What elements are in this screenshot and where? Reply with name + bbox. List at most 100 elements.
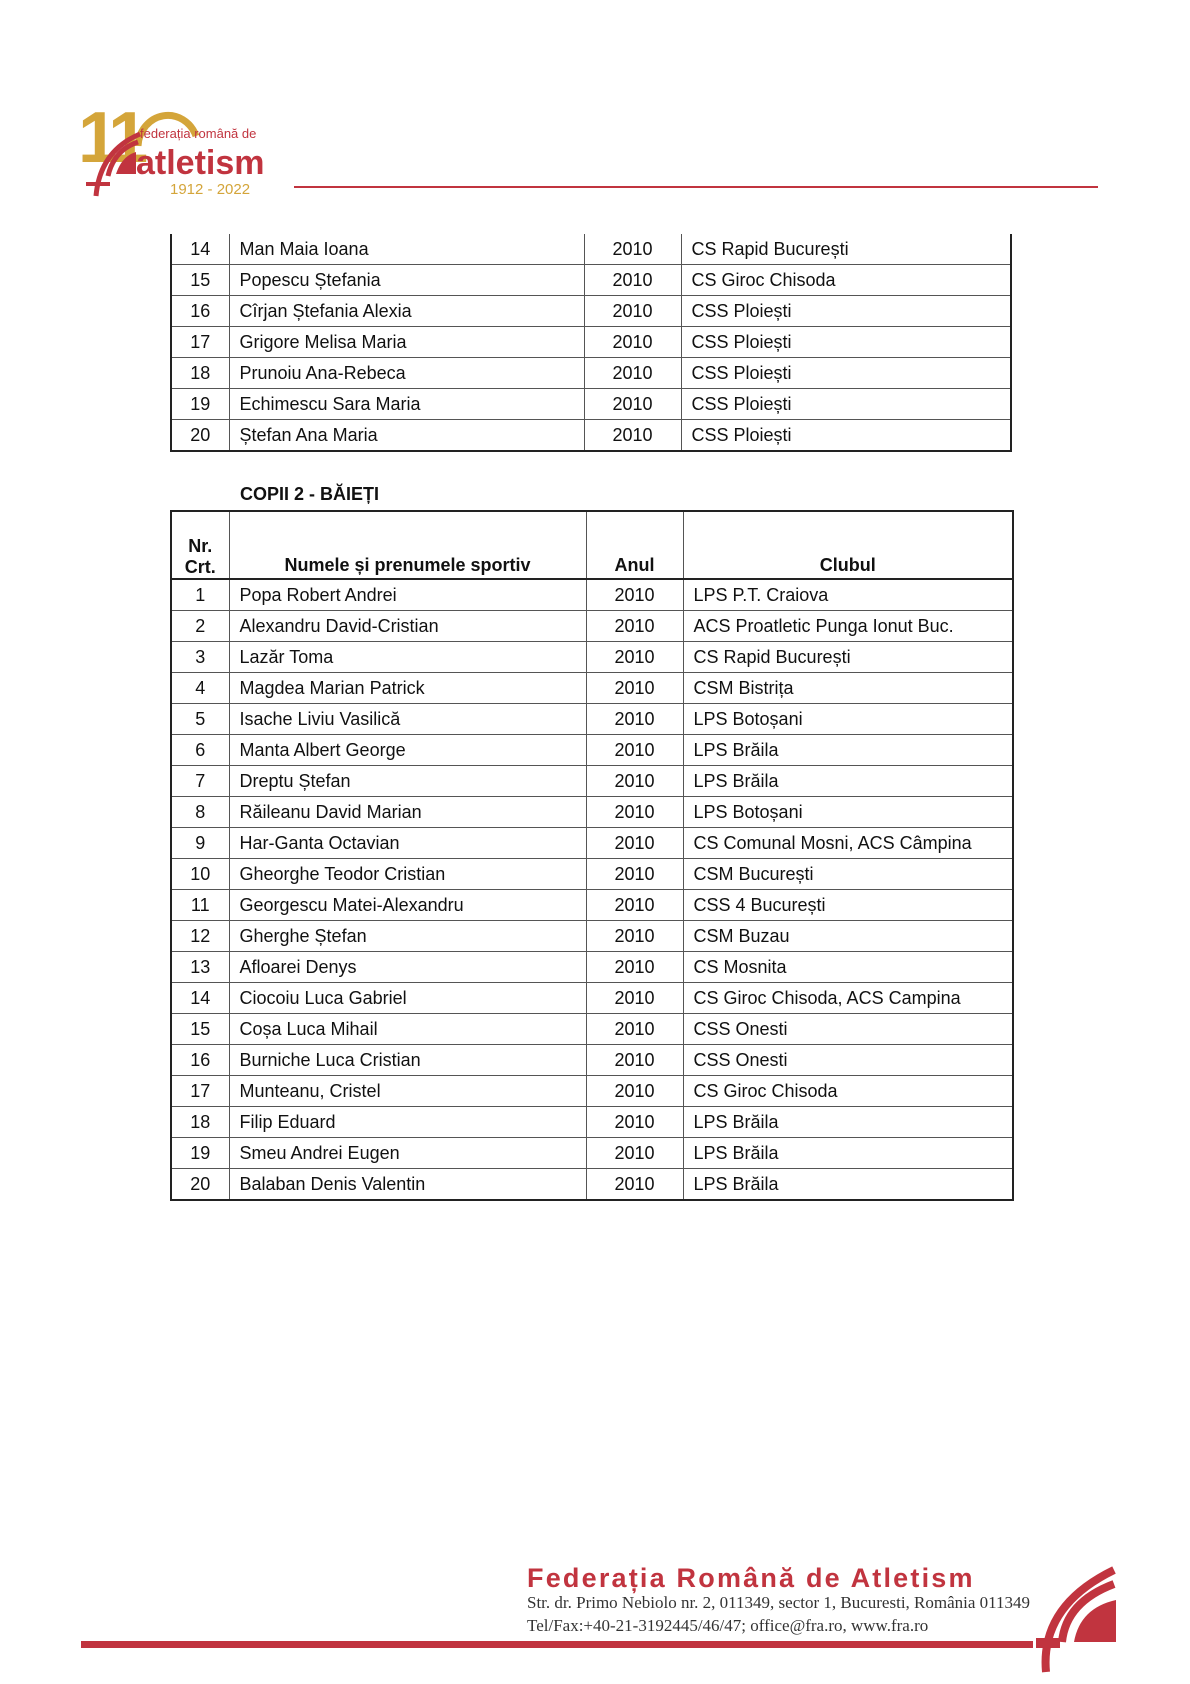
column-header-nr: Nr. Crt. — [170, 510, 230, 580]
row-number: 5 — [170, 703, 230, 735]
table-row: 5 Isache Liviu Vasilică 2010 LPS Botoșani — [170, 703, 1014, 735]
row-number: 18 — [170, 1106, 230, 1138]
athlete-name: Afloarei Denys — [228, 951, 587, 983]
header-divider — [294, 186, 1098, 188]
birth-year: 2010 — [583, 419, 682, 452]
club-name: LPS Botoșani — [682, 796, 1014, 828]
club-name: CSS Ploiești — [680, 419, 1012, 452]
row-number: 7 — [170, 765, 230, 797]
birth-year: 2010 — [583, 357, 682, 389]
table-row: 3 Lazăr Toma 2010 CS Rapid București — [170, 641, 1014, 673]
birth-year: 2010 — [585, 1168, 684, 1201]
table-row: 6 Manta Albert George 2010 LPS Brăila — [170, 734, 1014, 766]
club-name: CS Giroc Chisoda — [680, 264, 1012, 296]
row-number: 20 — [170, 419, 230, 452]
footer-title: Federația Română de Atletism — [527, 1563, 975, 1593]
birth-year: 2010 — [583, 264, 682, 296]
row-number: 14 — [170, 234, 230, 265]
birth-year: 2010 — [585, 920, 684, 952]
row-number: 17 — [170, 326, 230, 358]
section-heading: COPII 2 - BĂIEȚI — [240, 484, 380, 504]
birth-year: 2010 — [585, 1137, 684, 1169]
birth-year: 2010 — [585, 1075, 684, 1107]
column-header-year: Anul — [585, 510, 684, 580]
birth-year: 2010 — [585, 672, 684, 704]
club-name: CS Comunal Mosni, ACS Câmpina — [682, 827, 1014, 859]
birth-year: 2010 — [585, 1106, 684, 1138]
club-name: LPS Brăila — [682, 1137, 1014, 1169]
athlete-name: Răileanu David Marian — [228, 796, 587, 828]
table-row: 20 Balaban Denis Valentin 2010 LPS Brăila — [170, 1168, 1014, 1201]
table-row: 20 Ștefan Ana Maria 2010 CSS Ploiești — [170, 419, 1012, 452]
table-row: 17 Grigore Melisa Maria 2010 CSS Ploiești — [170, 326, 1012, 358]
athlete-name: Cîrjan Ștefania Alexia — [228, 295, 585, 327]
athlete-name: Smeu Andrei Eugen — [228, 1137, 587, 1169]
row-number: 12 — [170, 920, 230, 952]
club-name: CSM Buzau — [682, 920, 1014, 952]
table-row: 1 Popa Robert Andrei 2010 LPS P.T. Craiova — [170, 578, 1014, 611]
table-header-row: Nr. Crt. Numele și prenumele sportiv Anul… — [170, 510, 1014, 580]
athlete-name: Alexandru David-Cristian — [228, 610, 587, 642]
footer-logo-icon — [1036, 1566, 1116, 1673]
footer-address: Str. dr. Primo Nebiolo nr. 2, 011349, se… — [527, 1593, 1031, 1612]
table-row: 18 Filip Eduard 2010 LPS Brăila — [170, 1106, 1014, 1138]
row-number: 18 — [170, 357, 230, 389]
club-name: LPS Brăila — [682, 734, 1014, 766]
svg-text:1912 - 2022: 1912 - 2022 — [170, 181, 250, 198]
club-name: CS Giroc Chisoda — [682, 1075, 1014, 1107]
boys-table: Nr. Crt. Numele și prenumele sportiv Anul… — [170, 510, 1014, 1201]
athlete-name: Coșa Luca Mihail — [228, 1013, 587, 1045]
club-name: CSS Ploiești — [680, 295, 1012, 327]
birth-year: 2010 — [583, 295, 682, 327]
row-number: 6 — [170, 734, 230, 766]
athlete-name: Echimescu Sara Maria — [228, 388, 585, 420]
federation-110-logo: 11 federația română de atletism 1912 - 2… — [78, 98, 265, 198]
club-name: CSS Ploiești — [680, 388, 1012, 420]
table-row: 2 Alexandru David-Cristian 2010 ACS Proatle… — [170, 610, 1014, 642]
athlete-name: Gheorghe Teodor Cristian — [228, 858, 587, 890]
footer-divider — [81, 1641, 1033, 1648]
birth-year: 2010 — [585, 734, 684, 766]
row-number: 15 — [170, 1013, 230, 1045]
athlete-name: Munteanu, Cristel — [228, 1075, 587, 1107]
club-name: CSS Onesti — [682, 1013, 1014, 1045]
birth-year: 2010 — [583, 326, 682, 358]
club-name: LPS Brăila — [682, 1168, 1014, 1201]
table-row: 16 Cîrjan Ștefania Alexia 2010 CSS Ploiești — [170, 295, 1012, 327]
svg-text:atletism: atletism — [136, 144, 265, 182]
birth-year: 2010 — [585, 796, 684, 828]
birth-year: 2010 — [585, 703, 684, 735]
club-name: CS Rapid București — [682, 641, 1014, 673]
club-name: CS Giroc Chisoda, ACS Campina — [682, 982, 1014, 1014]
table-row: 17 Munteanu, Cristel 2010 CS Giroc Chisoda — [170, 1075, 1014, 1107]
row-number: 9 — [170, 827, 230, 859]
column-header-name: Numele și prenumele sportiv — [228, 510, 587, 580]
athlete-name: Burniche Luca Cristian — [228, 1044, 587, 1076]
table-row: 12 Gherghe Ștefan 2010 CSM Buzau — [170, 920, 1014, 952]
birth-year: 2010 — [585, 1013, 684, 1045]
row-number: 16 — [170, 1044, 230, 1076]
table-row: 7 Dreptu Ștefan 2010 LPS Brăila — [170, 765, 1014, 797]
athlete-name: Har-Ganta Octavian — [228, 827, 587, 859]
birth-year: 2010 — [585, 982, 684, 1014]
athlete-name: Ciocoiu Luca Gabriel — [228, 982, 587, 1014]
table-row: 16 Burniche Luca Cristian 2010 CSS Onesti — [170, 1044, 1014, 1076]
row-number: 16 — [170, 295, 230, 327]
birth-year: 2010 — [585, 951, 684, 983]
club-name: LPS P.T. Craiova — [682, 578, 1014, 611]
row-number: 17 — [170, 1075, 230, 1107]
row-number: 2 — [170, 610, 230, 642]
table-row: 8 Răileanu David Marian 2010 LPS Botoșani — [170, 796, 1014, 828]
athlete-name: Filip Eduard — [228, 1106, 587, 1138]
table-row: 11 Georgescu Matei-Alexandru 2010 CSS 4 Buc… — [170, 889, 1014, 921]
athlete-name: Magdea Marian Patrick — [228, 672, 587, 704]
table-row: 18 Prunoiu Ana-Rebeca 2010 CSS Ploiești — [170, 357, 1012, 389]
athlete-name: Georgescu Matei-Alexandru — [228, 889, 587, 921]
row-number: 8 — [170, 796, 230, 828]
table-row: 15 Popescu Ștefania 2010 CS Giroc Chisoda — [170, 264, 1012, 296]
birth-year: 2010 — [585, 827, 684, 859]
club-name: CSS Onesti — [682, 1044, 1014, 1076]
club-name: CSS Ploiești — [680, 357, 1012, 389]
table-row: 4 Magdea Marian Patrick 2010 CSM Bistrița — [170, 672, 1014, 704]
table-row: 14 Man Maia Ioana 2010 CS Rapid București — [170, 234, 1012, 265]
